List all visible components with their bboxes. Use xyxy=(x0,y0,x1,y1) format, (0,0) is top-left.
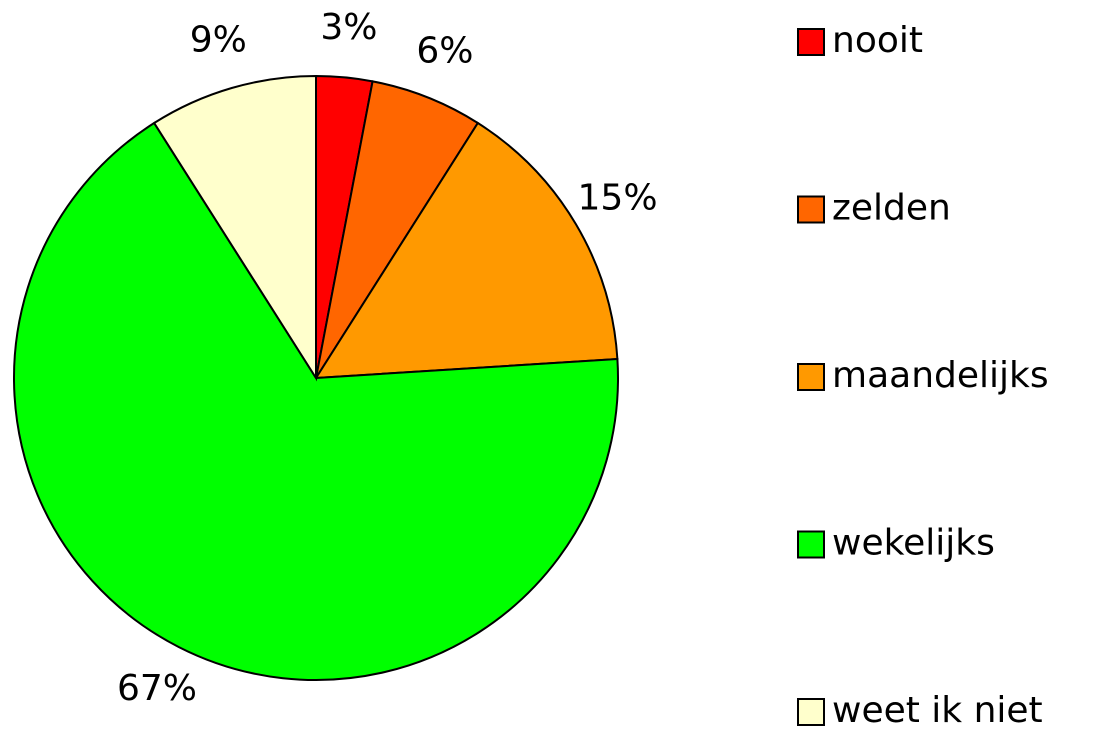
data-label: 3% xyxy=(320,7,377,48)
legend-label: weet ik niet xyxy=(832,690,1043,731)
legend-swatch xyxy=(797,530,825,559)
legend-swatch xyxy=(797,363,825,391)
pie-slice xyxy=(152,74,317,382)
legend-label: nooit xyxy=(832,20,923,61)
legend-label: wekelijks xyxy=(832,523,995,564)
legend-swatch xyxy=(797,698,825,726)
data-label: 67% xyxy=(117,668,197,709)
legend-swatch xyxy=(797,28,825,56)
legend-label: zelden xyxy=(832,188,951,229)
data-label: 6% xyxy=(416,30,473,71)
legend-swatch xyxy=(797,195,825,224)
pie-slice xyxy=(314,121,619,380)
pie-slice xyxy=(13,121,619,681)
data-label: 9% xyxy=(190,20,247,61)
data-label: 15% xyxy=(578,178,658,219)
legend-label: maandelijks xyxy=(832,355,1049,396)
